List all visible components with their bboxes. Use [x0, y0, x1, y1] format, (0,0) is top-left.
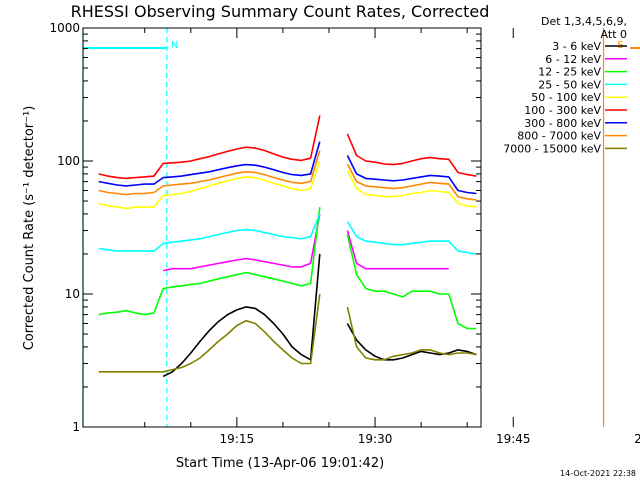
marker-label-N: N	[171, 40, 178, 51]
plot-frame	[82, 27, 482, 428]
legend-header-0: Det 1,3,4,5,6,9,	[541, 15, 627, 28]
legend-label-4: 50 - 100 keV	[531, 91, 601, 104]
x-tick-label-2: 19:45	[496, 432, 531, 446]
y-tick-label-3: 1000	[49, 21, 80, 35]
y-tick-label-1: 10	[65, 287, 80, 301]
x-tick-label-1: 19:30	[358, 432, 393, 446]
series-line-5	[98, 115, 477, 180]
series-line-1	[163, 213, 449, 272]
series-line-3	[98, 213, 477, 255]
x-tick-label-0: 19:15	[220, 432, 255, 446]
x-axis-label: Start Time (13-Apr-06 19:01:42)	[176, 456, 384, 471]
legend-header-1: Att 0	[601, 28, 627, 41]
chart-title: RHESSI Observing Summary Count Rates, Co…	[71, 2, 490, 21]
series-line-4	[98, 160, 477, 210]
legend-label-0: 3 - 6 keV	[552, 40, 601, 53]
y-tick-label-0: 1	[72, 420, 80, 434]
legend-label-5: 100 - 300 keV	[524, 104, 601, 117]
series-line-2	[98, 207, 477, 330]
footer-date: 14-Oct-2021 22:38	[560, 469, 636, 478]
legend-label-1: 6 - 12 keV	[545, 53, 601, 66]
legend-label-7: 800 - 7000 keV	[517, 130, 601, 143]
legend-label-6: 300 - 800 keV	[524, 117, 601, 130]
legend-label-2: 12 - 25 keV	[538, 66, 601, 79]
series-line-8	[98, 293, 477, 373]
series-line-6	[98, 141, 477, 195]
legend-label-8: 7000 - 15000 keV	[503, 142, 601, 155]
series-line-0	[162, 253, 477, 378]
y-axis-label: Corrected Count Rate (s⁻¹ detector⁻¹)	[22, 106, 37, 351]
legend-label-3: 25 - 50 keV	[538, 78, 601, 91]
y-tick-label-2: 100	[57, 154, 80, 168]
series-line-7	[98, 150, 477, 201]
x-tick-label-3: 20:00	[634, 432, 640, 446]
